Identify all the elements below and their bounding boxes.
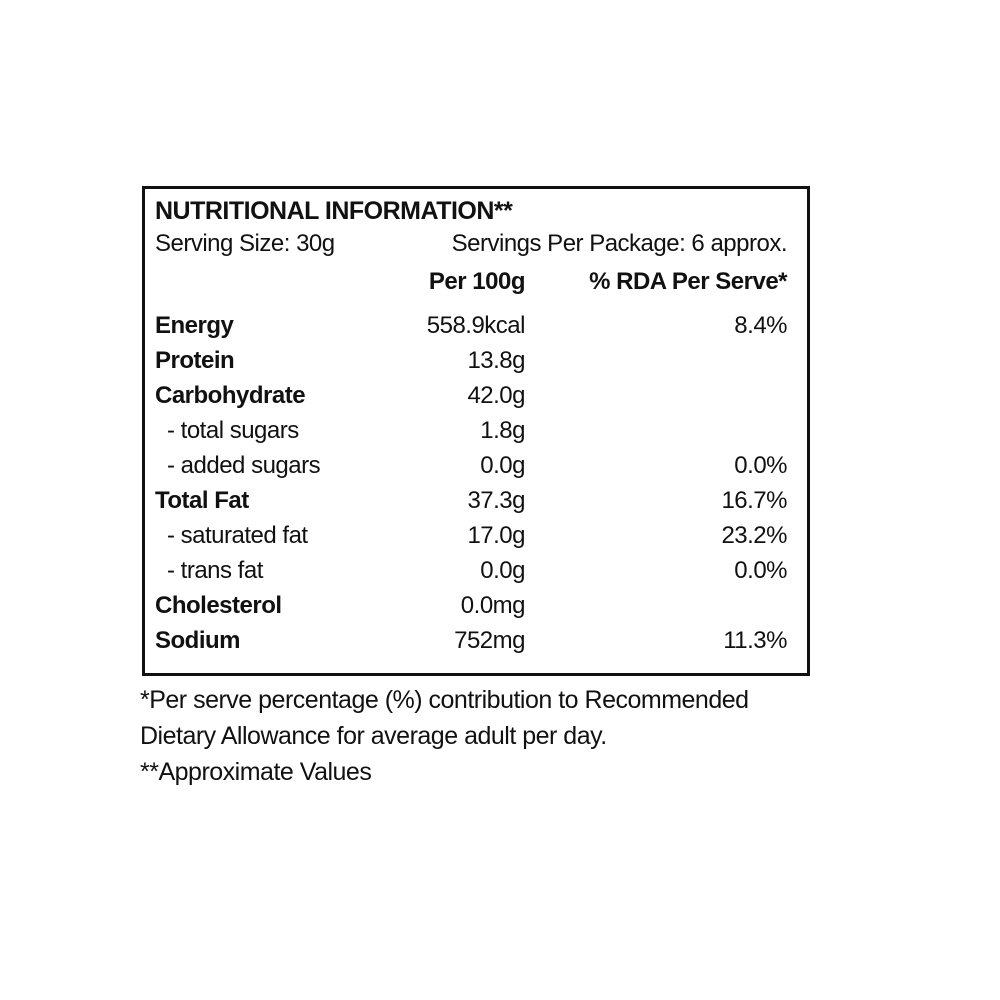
approx-footnote: **Approximate Values xyxy=(140,758,372,786)
serving-size: Serving Size: 30g xyxy=(155,230,335,257)
nutrient-rda: 8.4% xyxy=(734,312,787,339)
nutrient-name: Total Fat xyxy=(155,487,249,514)
nutrient-value: 558.9kcal xyxy=(426,312,526,339)
nutrient-value: 0.0g xyxy=(480,557,525,584)
nutrient-row: Total Fat 37.3g 16.7% xyxy=(155,483,788,518)
nutrient-rda: 11.3% xyxy=(723,627,787,654)
nutrient-name: Protein xyxy=(155,347,235,374)
nutrient-name: Energy xyxy=(155,312,234,339)
nutrition-rows: Energy 558.9kcal 8.4% Protein 13.8g Carb… xyxy=(155,308,788,658)
nutrient-row: Carbohydrate 42.0g xyxy=(155,378,787,413)
nutrient-name: Carbohydrate xyxy=(155,382,306,409)
nutrient-value: 37.3g xyxy=(467,487,525,514)
footnotes: *Per serve percentage (%) contribution t… xyxy=(140,682,830,790)
rda-footnote: *Per serve percentage (%) contribution t… xyxy=(140,686,749,750)
nutrient-row: - total sugars 1.8g xyxy=(155,413,787,448)
column-header-per-100g: Per 100g xyxy=(428,268,526,295)
nutrient-row: - saturated fat 17.0g 23.2% xyxy=(155,518,788,553)
nutrient-row: - added sugars 0.0g 0.0% xyxy=(155,448,788,483)
nutrient-row: Energy 558.9kcal 8.4% xyxy=(155,308,788,343)
nutrient-name: Sodium xyxy=(155,627,241,654)
nutrient-row: Sodium 752mg 11.3% xyxy=(155,623,788,658)
nutrient-value: 17.0g xyxy=(467,522,525,549)
nutrient-rda: 0.0% xyxy=(734,557,787,584)
label-title: NUTRITIONAL INFORMATION** xyxy=(155,197,513,225)
column-header-row: Per 100g % RDA Per Serve* xyxy=(155,267,788,297)
nutrient-value: 0.0g xyxy=(480,452,525,479)
nutrient-value: 13.8g xyxy=(467,347,525,374)
nutrient-value: 42.0g xyxy=(467,382,525,409)
nutrient-rda: 16.7% xyxy=(721,487,787,514)
nutrient-value: 1.8g xyxy=(480,417,525,444)
nutrient-row: Protein 13.8g xyxy=(155,343,787,378)
nutrient-name: - total sugars xyxy=(167,417,299,444)
nutrient-name: - saturated fat xyxy=(167,522,308,549)
column-header-rda: % RDA Per Serve* xyxy=(589,268,787,295)
nutrient-rda: 0.0% xyxy=(734,452,787,479)
nutrient-row: Cholesterol 0.0mg xyxy=(155,588,787,623)
nutrient-rda: 23.2% xyxy=(721,522,787,549)
nutrient-name: - added sugars xyxy=(167,452,321,479)
nutrient-value: 752mg xyxy=(454,627,525,654)
servings-per-package: Servings Per Package: 6 approx. xyxy=(451,230,788,257)
nutrient-value: 0.0mg xyxy=(460,592,526,619)
nutrient-name: Cholesterol xyxy=(155,592,282,619)
nutrient-row: - trans fat 0.0g 0.0% xyxy=(155,553,788,588)
serving-line: Serving Size: 30g Servings Per Package: … xyxy=(155,227,788,260)
nutrition-label: NUTRITIONAL INFORMATION** Serving Size: … xyxy=(142,186,810,676)
nutrient-name: - trans fat xyxy=(167,557,263,584)
